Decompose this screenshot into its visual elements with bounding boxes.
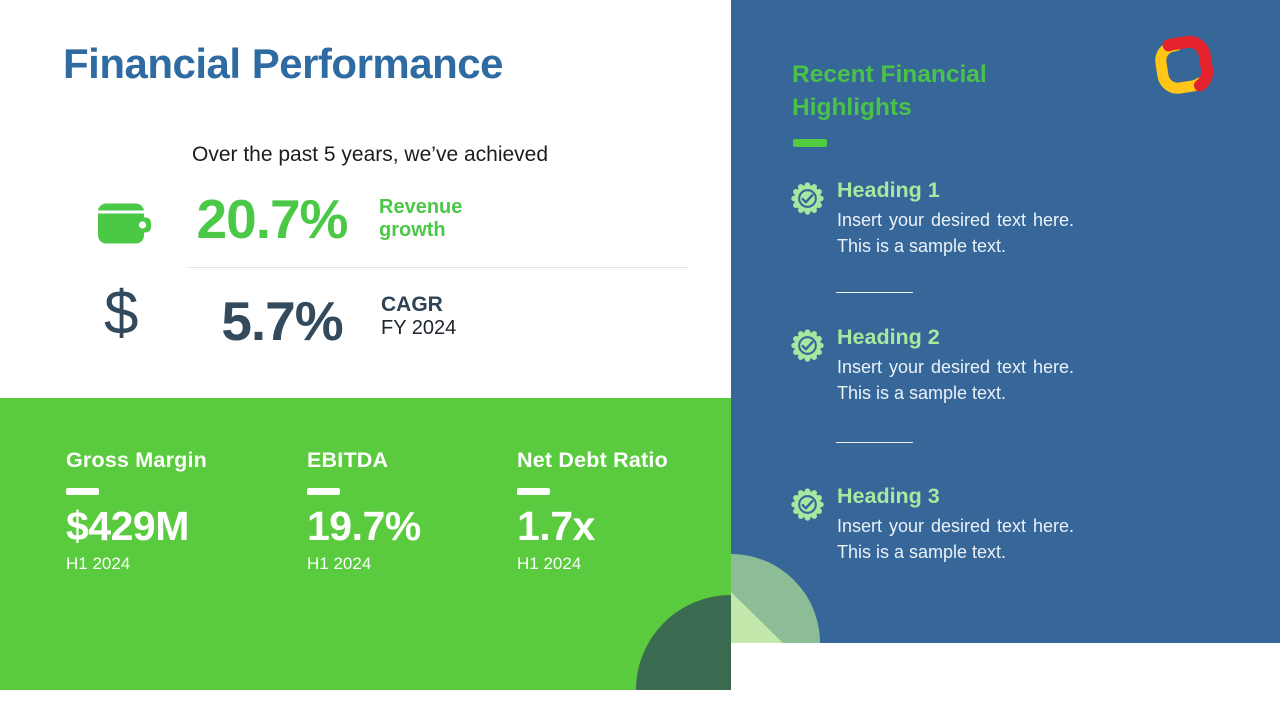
check-badge-icon bbox=[789, 327, 826, 364]
subtitle: Over the past 5 years, we’ve achieved bbox=[192, 143, 549, 166]
highlight-heading: Heading 2 bbox=[837, 325, 940, 349]
metric-value-cagr: 5.7% bbox=[221, 290, 343, 352]
check-badge-icon bbox=[789, 486, 826, 523]
highlights-title: Recent Financial Highlights bbox=[792, 61, 987, 121]
stat-heading: Gross Margin bbox=[66, 448, 207, 472]
metrics-divider bbox=[187, 267, 688, 268]
highlight-heading: Heading 3 bbox=[837, 484, 940, 508]
metric-label-cagr: CAGR bbox=[381, 293, 443, 316]
stat-value: $429M bbox=[66, 503, 189, 549]
stat-value: 1.7x bbox=[517, 503, 595, 549]
decor-dark-circle bbox=[636, 595, 731, 690]
metric-label-line1: Revenue bbox=[379, 196, 463, 218]
stat-ebitda: EBITDA 19.7% H1 2024 bbox=[307, 448, 421, 574]
metric-value-revenue-growth: 20.7% bbox=[196, 188, 349, 250]
stat-heading: EBITDA bbox=[307, 448, 389, 472]
highlight-body: Insert your desired text here. This is a… bbox=[837, 210, 1074, 256]
highlight-item-2: Heading 2 Insert your desired text here.… bbox=[789, 325, 1089, 406]
key-stats-panel: Gross Margin $429M H1 2024 EBITDA 19.7% … bbox=[0, 398, 731, 690]
stat-gross-margin: Gross Margin $429M H1 2024 bbox=[66, 448, 207, 574]
metric-label-revenue-growth: Revenue growth bbox=[379, 196, 462, 242]
stat-value: 19.7% bbox=[307, 503, 421, 549]
highlight-item-3: Heading 3 Insert your desired text here.… bbox=[789, 484, 1089, 565]
highlights-panel: Recent Financial Highlights bbox=[731, 0, 1280, 643]
highlight-heading: Heading 1 bbox=[837, 178, 940, 202]
stat-underline-bar bbox=[307, 488, 340, 495]
check-badge-icon bbox=[789, 180, 826, 217]
highlight-item-1: Heading 1 Insert your desired text here.… bbox=[789, 178, 1089, 259]
highlights-accent-bar bbox=[793, 139, 827, 147]
stat-period: H1 2024 bbox=[307, 554, 372, 573]
stat-net-debt-ratio: Net Debt Ratio 1.7x H1 2024 bbox=[517, 448, 668, 574]
stat-underline-bar bbox=[66, 488, 99, 495]
highlight-divider bbox=[836, 292, 913, 293]
highlight-body: Insert your desired text here. This is a… bbox=[837, 516, 1074, 562]
highlight-body: Insert your desired text here. This is a… bbox=[837, 357, 1074, 403]
stat-heading: Net Debt Ratio bbox=[517, 448, 668, 472]
stat-period: H1 2024 bbox=[66, 554, 131, 573]
stat-underline-bar bbox=[517, 488, 550, 495]
dollar-icon: $ bbox=[104, 279, 139, 348]
stat-period: H1 2024 bbox=[517, 554, 582, 573]
metric-label-line2: growth bbox=[379, 219, 446, 241]
brand-logo-icon bbox=[1146, 27, 1220, 105]
metric-label-fy: FY 2024 bbox=[381, 317, 457, 339]
page-title: Financial Performance bbox=[63, 40, 504, 87]
wallet-icon bbox=[95, 195, 153, 248]
highlight-divider bbox=[836, 442, 913, 443]
